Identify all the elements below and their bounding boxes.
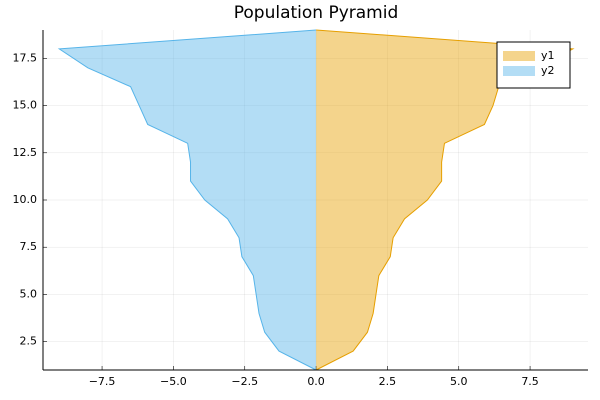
area (316, 30, 573, 370)
y-tick-label: 2.5 (20, 335, 38, 348)
x-tick-label: −5.0 (160, 375, 187, 388)
y-tick-label: 17.5 (13, 51, 38, 64)
y-tick-label: 15.0 (13, 99, 38, 112)
x-tick-label: 0.0 (307, 375, 325, 388)
y-tick-label: 12.5 (13, 146, 38, 159)
x-tick-label: 2.5 (379, 375, 397, 388)
y-tick-label: 7.5 (20, 240, 38, 253)
legend-label: y1 (541, 49, 555, 62)
y-tick-label: 10.0 (13, 193, 38, 206)
x-tick-label: 5.0 (450, 375, 468, 388)
area (59, 30, 317, 370)
x-tick-label: 7.5 (521, 375, 539, 388)
area-line (57, 29, 317, 371)
legend-swatch (503, 51, 535, 61)
legend-swatch (503, 66, 535, 76)
x-tick-label: −2.5 (231, 375, 258, 388)
legend-label: y2 (541, 64, 555, 77)
y-tick-label: 5.0 (20, 287, 38, 300)
x-tick-label: −7.5 (89, 375, 116, 388)
legend-box (496, 41, 571, 89)
chart-title: Population Pyramid (234, 3, 399, 23)
